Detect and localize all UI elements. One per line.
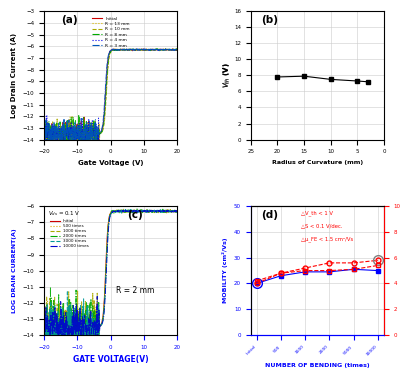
Y-axis label: $V_{th}$ (V): $V_{th}$ (V) [222, 62, 232, 88]
X-axis label: GATE VOLTAGE(V): GATE VOLTAGE(V) [73, 355, 148, 364]
Text: $V_{th}$ (V): $V_{th}$ (V) [221, 62, 232, 88]
X-axis label: Radius of Curvature (mm): Radius of Curvature (mm) [272, 160, 363, 165]
Text: △S < 0.1 V/dec.: △S < 0.1 V/dec. [301, 223, 343, 228]
Legend: Initial, 500 times, 1000 times, 2000 times, 3000 times, 10000 times: Initial, 500 times, 1000 times, 2000 tim… [49, 218, 90, 250]
Y-axis label: MOBILITY (cm²/Vs): MOBILITY (cm²/Vs) [222, 238, 228, 303]
Text: (d): (d) [261, 210, 278, 220]
Text: △μ_FE < 1.5 cm²/Vs: △μ_FE < 1.5 cm²/Vs [301, 236, 354, 241]
Y-axis label: Log Drain Current (A): Log Drain Current (A) [11, 33, 17, 118]
Text: (c): (c) [127, 210, 142, 220]
Text: △V_th < 1 V: △V_th < 1 V [301, 210, 333, 216]
Text: (a): (a) [61, 15, 78, 25]
Text: (b): (b) [261, 15, 278, 25]
X-axis label: Gate Voltage (V): Gate Voltage (V) [78, 160, 144, 166]
Text: R = 2 mm: R = 2 mm [116, 286, 154, 295]
Text: $V_{ds}$ = 0.1 V: $V_{ds}$ = 0.1 V [48, 209, 81, 218]
Legend: Initial, R = 13 mm, R = 10 mm, R = 8 mm, R = 4 mm, R = 3 mm: Initial, R = 13 mm, R = 10 mm, R = 8 mm,… [90, 15, 132, 49]
X-axis label: NUMBER OF BENDING (times): NUMBER OF BENDING (times) [265, 363, 370, 368]
Y-axis label: LOG DRAIN CURRENT(A): LOG DRAIN CURRENT(A) [12, 228, 17, 313]
